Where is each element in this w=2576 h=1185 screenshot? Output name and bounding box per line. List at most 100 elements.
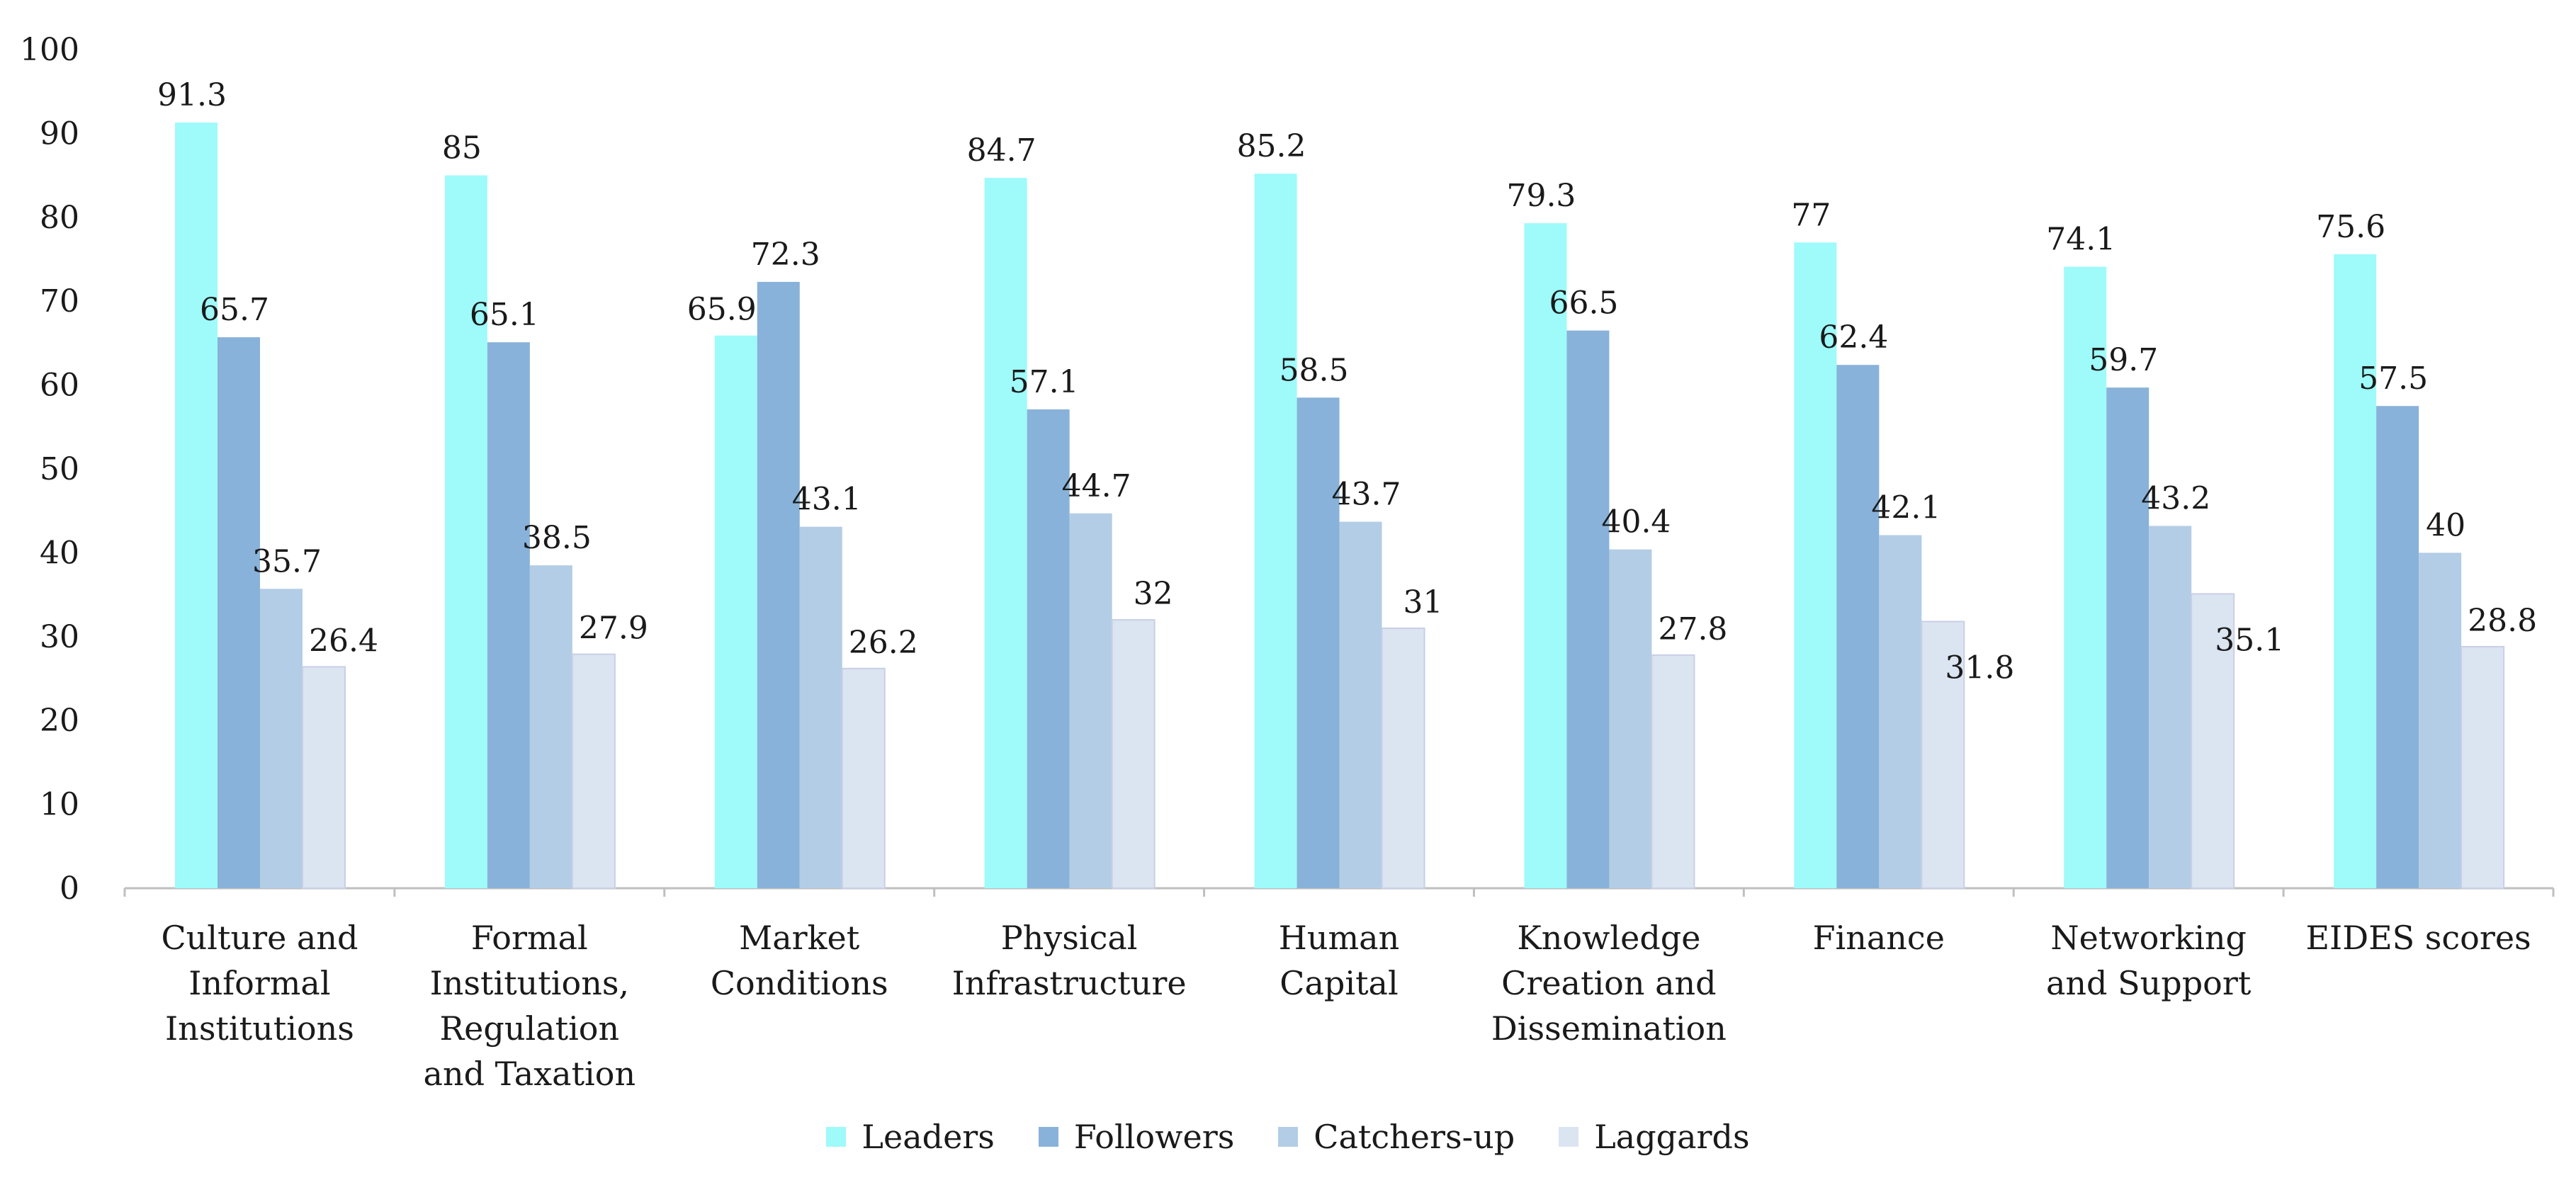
data-label: 40.4	[1601, 504, 1671, 540]
legend-item: Leaders	[826, 1118, 995, 1156]
bar-followers	[1836, 365, 1880, 888]
data-label: 26.4	[309, 623, 378, 659]
legend-swatch	[1278, 1127, 1299, 1147]
bar-leaders	[984, 178, 1027, 889]
data-label: 27.9	[579, 611, 648, 647]
data-label: 43.2	[2141, 481, 2210, 517]
legend-item: Followers	[1038, 1118, 1235, 1156]
data-label: 65.1	[470, 297, 539, 333]
bar-leaders	[444, 175, 487, 889]
bar-leaders	[1254, 174, 1297, 888]
data-label: 65.7	[200, 292, 269, 328]
data-label: 43.1	[792, 482, 862, 518]
bar-laggards	[302, 666, 346, 889]
bar-series-group	[175, 123, 2505, 890]
data-label: 31.8	[1945, 650, 2014, 686]
y-tick-label: 60	[40, 368, 79, 404]
data-label: 74.1	[2046, 222, 2115, 258]
bar-laggards	[571, 653, 616, 889]
bar-leaders	[2334, 254, 2377, 888]
bar-followers	[1566, 330, 1610, 888]
bar-laggards	[841, 667, 886, 889]
bar-followers	[487, 342, 530, 888]
data-label-group: 91.3 85 65.9 84.7 85.2 79.3 77 74.1 75.6 65.7 65.1…	[157, 77, 2537, 686]
bar-catchers-up	[260, 589, 303, 888]
data-label: 58.5	[1279, 352, 1349, 388]
bar-catchers-up	[2419, 552, 2462, 888]
y-tick-label: 50	[40, 451, 79, 487]
bar-laggards	[1381, 627, 1425, 890]
legend-swatch	[1038, 1127, 1058, 1147]
data-label: 77	[1791, 197, 1831, 233]
x-tick-label: Networking and Support	[2046, 919, 2252, 1002]
bar-followers	[757, 281, 800, 888]
data-label: 32	[1134, 576, 1173, 612]
x-tick-label: Knowledge Creation and Dissemination	[1491, 919, 1727, 1048]
y-tick-label: 20	[40, 703, 79, 739]
x-tick-label: Physical Infrastructure	[952, 919, 1187, 1002]
legend-label: Followers	[1073, 1118, 1235, 1156]
data-label: 44.7	[1062, 468, 1131, 504]
bar-followers	[2106, 387, 2150, 888]
x-axis: Culture and Informal Institutions Formal Ins…	[123, 887, 2555, 1093]
data-label: 43.7	[1332, 477, 1401, 513]
data-label: 31	[1403, 584, 1443, 620]
bar-catchers-up	[1339, 521, 1382, 888]
legend-label: Catchers-up	[1314, 1118, 1515, 1156]
legend-item: Catchers-up	[1278, 1121, 1515, 1153]
bar-followers	[1297, 397, 1340, 888]
data-label: 66.5	[1549, 285, 1618, 322]
bar-catchers-up	[799, 526, 842, 888]
bar-laggards	[2461, 646, 2505, 889]
data-label: 62.4	[1819, 319, 1888, 356]
y-axis: 0 10 20 30 40 50 60 70 80 90 100	[20, 32, 79, 907]
y-tick-label: 80	[40, 200, 79, 236]
bar-followers	[218, 337, 260, 888]
legend-label: Leaders	[862, 1118, 995, 1156]
legend-swatch	[826, 1127, 847, 1147]
bar-leaders	[175, 123, 218, 888]
legend-swatch	[1559, 1127, 1579, 1147]
legend-item: Laggards	[1559, 1118, 1750, 1156]
data-label: 35.1	[2215, 622, 2284, 658]
data-label: 75.6	[2316, 209, 2385, 245]
data-label: 59.7	[2089, 342, 2158, 378]
x-tick-label: EIDES scores	[2305, 919, 2531, 957]
bar-catchers-up	[1069, 513, 1112, 888]
bar-followers	[1027, 409, 1070, 888]
y-tick-label: 90	[40, 115, 79, 152]
bar-laggards	[2191, 593, 2235, 890]
data-label: 91.3	[157, 77, 227, 113]
data-label: 40	[2426, 507, 2465, 543]
x-tick-label: Human Capital	[1279, 919, 1399, 1002]
bar-laggards	[1921, 620, 1965, 889]
y-tick-label: 70	[40, 283, 79, 319]
legend: Leaders Followers Catchers-up Laggards	[0, 1112, 2576, 1162]
data-label: 26.2	[849, 625, 918, 661]
data-label: 35.7	[252, 543, 322, 579]
bar-laggards	[1651, 654, 1695, 890]
y-tick-label: 100	[20, 32, 79, 68]
bar-catchers-up	[2149, 526, 2192, 888]
bar-leaders	[714, 335, 757, 888]
data-label: 27.8	[1658, 611, 1727, 647]
bar-catchers-up	[529, 565, 572, 888]
data-label: 38.5	[522, 520, 592, 556]
y-tick-label: 0	[60, 871, 79, 907]
data-label: 85.2	[1237, 128, 1306, 164]
y-tick-label: 10	[40, 787, 79, 823]
bar-catchers-up	[1879, 535, 1922, 888]
data-label: 42.1	[1871, 490, 1941, 526]
y-tick-label: 30	[40, 619, 79, 655]
bar-leaders	[1524, 223, 1567, 888]
legend-label: Laggards	[1594, 1118, 1750, 1156]
bar-laggards	[1111, 619, 1156, 889]
bar-followers	[2376, 406, 2419, 888]
data-label: 57.1	[1010, 364, 1079, 400]
x-tick-label: Culture and Informal Institutions	[161, 919, 358, 1048]
bar-leaders	[1794, 242, 1837, 888]
y-tick-label: 40	[40, 535, 79, 571]
data-label: 65.9	[687, 292, 757, 328]
bar-catchers-up	[1609, 549, 1652, 888]
